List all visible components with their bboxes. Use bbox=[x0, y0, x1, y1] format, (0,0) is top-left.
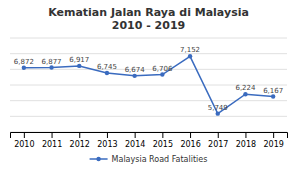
x-tick-label: 2011 bbox=[42, 140, 62, 149]
x-tick-label: 2018 bbox=[236, 140, 256, 149]
grid-line bbox=[10, 100, 287, 101]
point bbox=[216, 111, 220, 115]
x-axis: 2010 2011 2012 2013 2014 2015 2016 2017 2018 2019 bbox=[11, 132, 288, 149]
data-label: 5,749 bbox=[208, 104, 228, 112]
data-label: 6,917 bbox=[69, 56, 89, 64]
data-label: 6,224 bbox=[235, 84, 256, 92]
x-tick: 2017 bbox=[208, 132, 228, 149]
x-tick-label: 2019 bbox=[263, 140, 283, 149]
data-label: 6,167 bbox=[263, 87, 283, 95]
x-tick: 2019 bbox=[263, 132, 283, 149]
point bbox=[271, 94, 275, 98]
x-tick-mark bbox=[107, 132, 108, 138]
x-tick-mark bbox=[52, 132, 53, 138]
grid bbox=[10, 38, 287, 132]
x-tick-mark bbox=[218, 132, 219, 138]
x-tick-mark bbox=[79, 132, 80, 138]
grid-line bbox=[10, 116, 287, 117]
x-tick: 2012 bbox=[70, 132, 90, 149]
chart: Kematian Jalan Raya di Malaysia2010 - 20… bbox=[0, 0, 297, 170]
x-tick: 2016 bbox=[180, 132, 200, 149]
data-label: 6,872 bbox=[14, 58, 34, 66]
x-tick-label: 2012 bbox=[70, 140, 90, 149]
x-tick: 2014 bbox=[125, 132, 145, 149]
point bbox=[77, 64, 81, 68]
x-tick-mark bbox=[190, 132, 191, 138]
point bbox=[243, 92, 247, 96]
point bbox=[49, 65, 53, 69]
x-tick: 2010 bbox=[14, 132, 34, 149]
data-labels: 6,872 6,877 6,917 6,745 6,674 6,706 7,152 5,749… bbox=[14, 46, 283, 111]
point bbox=[160, 72, 164, 76]
x-tick-mark bbox=[273, 132, 274, 138]
data-label: 7,152 bbox=[180, 46, 200, 54]
x-tick: 2013 bbox=[97, 132, 117, 149]
data-label: 6,877 bbox=[42, 58, 62, 66]
x-tick-label: 2014 bbox=[125, 140, 145, 149]
point bbox=[132, 74, 136, 78]
point bbox=[188, 54, 192, 58]
line bbox=[24, 56, 273, 113]
plot: 2010 2011 2012 2013 2014 2015 2016 2017 2018 2019… bbox=[10, 38, 288, 149]
x-tick-label: 2010 bbox=[14, 140, 34, 149]
x-tick-label: 2016 bbox=[180, 140, 200, 149]
legend-label: Malaysia Road Fatalities bbox=[112, 155, 208, 164]
marks bbox=[22, 54, 276, 116]
data-label: 6,674 bbox=[125, 66, 146, 74]
legend-marker bbox=[96, 157, 100, 161]
x-tick: 2018 bbox=[236, 132, 256, 149]
x-tick-mark bbox=[135, 132, 136, 138]
legend: Malaysia Road Fatalities bbox=[90, 155, 208, 164]
x-tick-label: 2013 bbox=[97, 140, 117, 149]
x-tick-mark bbox=[245, 132, 246, 138]
x-tick-mark bbox=[24, 132, 25, 138]
x-tick-label: 2017 bbox=[208, 140, 228, 149]
data-label: 6,706 bbox=[152, 65, 173, 73]
x-tick-label: 2015 bbox=[153, 140, 173, 149]
data-label: 6,745 bbox=[97, 63, 117, 71]
x-axis-line bbox=[11, 133, 288, 139]
x-tick: 2011 bbox=[42, 132, 62, 149]
grid-line bbox=[10, 53, 287, 54]
point bbox=[105, 71, 109, 75]
grid-line bbox=[10, 38, 287, 39]
x-tick: 2015 bbox=[153, 132, 173, 149]
x-tick-mark bbox=[162, 132, 163, 138]
point bbox=[22, 66, 26, 70]
title: Kematian Jalan Raya di Malaysia2010 - 20… bbox=[48, 6, 249, 32]
